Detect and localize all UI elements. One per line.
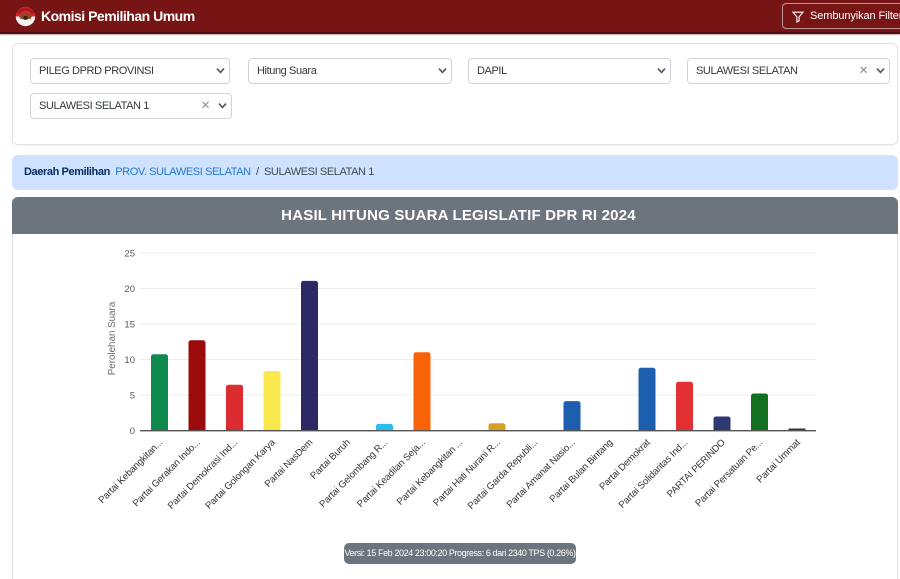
svg-text:20: 20 xyxy=(124,284,135,295)
svg-text:15: 15 xyxy=(124,320,135,331)
svg-text:Partai Amanat Nasio...: Partai Amanat Nasio... xyxy=(505,437,578,510)
svg-text:5: 5 xyxy=(130,391,135,402)
svg-text:0: 0 xyxy=(130,426,135,437)
svg-text:Partai Persatuan Pe...: Partai Persatuan Pe... xyxy=(693,437,765,509)
svg-text:Partai Keadilan Seja...: Partai Keadilan Seja... xyxy=(355,437,427,509)
svg-text:Partai Demokrasi Ind...: Partai Demokrasi Ind... xyxy=(166,437,240,511)
svg-text:10: 10 xyxy=(124,355,135,366)
svg-text:Partai Bulan Bintang: Partai Bulan Bintang xyxy=(548,437,616,505)
svg-text:Partai Gelombang R...: Partai Gelombang R... xyxy=(317,437,390,510)
svg-text:Perolehan Suara: Perolehan Suara xyxy=(107,301,118,375)
svg-text:Partai Kebangkitan...: Partai Kebangkitan... xyxy=(97,437,166,506)
svg-text:Partai Garda Republi...: Partai Garda Republi... xyxy=(466,437,540,511)
svg-text:Partai Kebangkitan ...: Partai Kebangkitan ... xyxy=(395,437,465,507)
svg-text:25: 25 xyxy=(124,249,135,260)
svg-text:Partai Solidaritas Ind...: Partai Solidaritas Ind... xyxy=(617,437,690,510)
svg-text:Partai Hati Nurani R...: Partai Hati Nurani R... xyxy=(431,437,502,508)
svg-text:Partai Gerakan Indo...: Partai Gerakan Indo... xyxy=(131,437,203,509)
svg-text:Partai Golongan Karya: Partai Golongan Karya xyxy=(203,437,278,512)
